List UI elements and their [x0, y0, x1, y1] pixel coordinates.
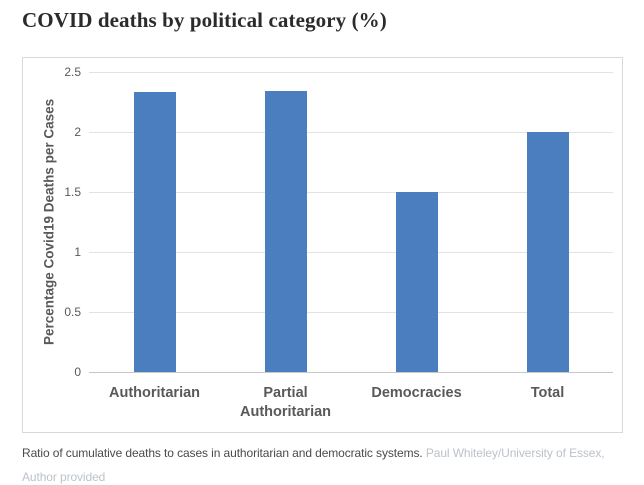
chart-frame: Percentage Covid19 Deaths per Cases 0 0.5…	[22, 57, 623, 433]
bar-partial-authoritarian	[264, 91, 307, 372]
x-category-label: Total	[530, 385, 565, 401]
y-tick-label: 1.5	[64, 185, 81, 199]
bar-democracies	[395, 192, 438, 372]
caption-text: Ratio of cumulative deaths to cases in a…	[22, 446, 423, 460]
y-tick-label: 0	[74, 365, 81, 379]
gridline	[89, 191, 613, 193]
caption-source: Paul Whiteley/University of Essex, Autho…	[22, 446, 605, 484]
x-category-label: Democracies	[371, 385, 462, 401]
y-tick-label: 1	[74, 245, 81, 259]
x-axis-line	[89, 372, 613, 373]
caption: Ratio of cumulative deaths to cases in a…	[22, 441, 623, 485]
y-tick-label: 2.5	[64, 65, 81, 79]
gridline	[89, 71, 613, 73]
gridline	[89, 311, 613, 313]
page-title: COVID deaths by political category (%)	[22, 8, 387, 32]
y-axis-title: Percentage Covid19 Deaths per Cases	[41, 98, 57, 346]
gridline	[89, 131, 613, 133]
y-tick-label: 2	[74, 125, 81, 139]
bar-authoritarian	[133, 92, 176, 372]
bar-total	[526, 132, 569, 372]
plot-area: 0 0.5 1 1.5 2 2.5 Authoritarian Partial Authori…	[64, 65, 613, 420]
gridline	[89, 251, 613, 253]
caption-source-text: Paul Whiteley/University of Essex, Autho…	[22, 446, 605, 484]
x-category-label: Authoritarian	[108, 385, 201, 401]
y-tick-label: 0.5	[64, 305, 81, 319]
x-category-label: Partial Authoritarian	[239, 385, 332, 420]
